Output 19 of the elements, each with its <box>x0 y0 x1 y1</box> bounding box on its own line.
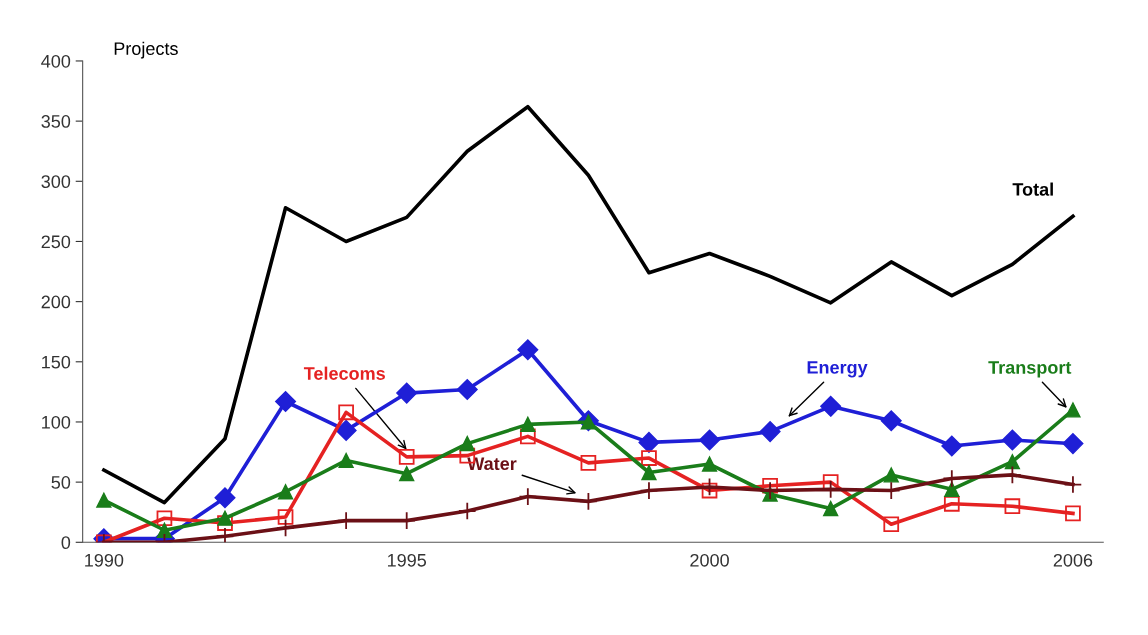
y-tick-label: 150 <box>42 355 71 369</box>
x-tick-label: 2006 <box>1053 553 1093 567</box>
y-axis-title: Projects <box>114 41 178 59</box>
y-tick-label: 350 <box>41 115 71 128</box>
series-label: Total <box>1012 182 1053 196</box>
y-tick-label: 250 <box>41 235 71 249</box>
y-tick-label: 400 <box>41 54 71 68</box>
y-tick-label: 100 <box>42 415 71 429</box>
series-label: Energy <box>807 361 868 378</box>
x-tick-label: 1990 <box>85 553 124 567</box>
series-label: Water <box>467 457 517 471</box>
y-tick-label: 300 <box>41 175 71 189</box>
series-label: Transport <box>988 361 1072 378</box>
series-label: Telecoms <box>303 366 385 380</box>
x-tick-label: 1995 <box>387 553 427 567</box>
y-tick-label: 200 <box>41 295 71 309</box>
y-tick-label: 50 <box>51 476 71 489</box>
x-tick-label: 2000 <box>690 553 729 567</box>
y-tick-label: 0 <box>61 536 71 550</box>
